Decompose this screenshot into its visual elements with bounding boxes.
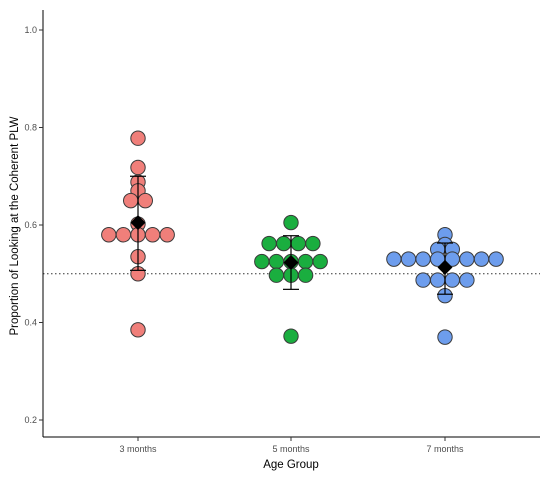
- data-point: [305, 235, 321, 252]
- x-axis-title: Age Group: [263, 459, 319, 471]
- data-point: [290, 235, 306, 252]
- data-point: [130, 159, 146, 176]
- y-tick-label: 0.6: [24, 220, 37, 230]
- data-point: [283, 328, 299, 344]
- data-point: [130, 322, 146, 338]
- data-point: [159, 227, 175, 243]
- y-tick-label: 0.8: [24, 123, 37, 133]
- data-point: [459, 272, 475, 288]
- data-point: [386, 251, 402, 267]
- data-point: [473, 251, 490, 267]
- y-axis-title: Proportion of Looking at the Coherent PL…: [9, 116, 21, 335]
- data-point: [297, 267, 314, 283]
- data-point: [261, 235, 277, 252]
- y-tick-label: 0.4: [24, 318, 37, 328]
- mean-marker: [130, 215, 146, 231]
- data-point: [254, 253, 270, 270]
- data-point: [488, 251, 504, 267]
- mean-marker: [437, 259, 453, 275]
- data-point: [415, 272, 431, 288]
- data-point: [283, 214, 299, 231]
- y-tick-label: 1.0: [24, 25, 37, 35]
- mean-marker: [283, 255, 299, 271]
- data-point: [415, 251, 431, 267]
- data-point: [437, 329, 453, 345]
- data-point: [268, 253, 285, 270]
- x-tick-label: 3 months: [119, 444, 157, 454]
- data-point: [459, 251, 475, 267]
- data-point: [268, 267, 285, 283]
- x-tick-label: 7 months: [426, 444, 464, 454]
- data-point: [400, 251, 417, 267]
- data-point: [297, 253, 314, 270]
- data-point: [101, 227, 117, 243]
- data-point: [137, 192, 154, 209]
- data-point: [444, 272, 460, 288]
- data-point: [430, 272, 446, 288]
- data-point: [312, 253, 328, 270]
- x-tick-label: 5 months: [272, 444, 310, 454]
- data-point: [115, 227, 132, 243]
- data-point: [144, 227, 161, 243]
- data-point: [276, 235, 292, 252]
- data-point: [123, 192, 139, 209]
- data-point: [130, 130, 146, 146]
- y-tick-label: 0.2: [24, 415, 37, 425]
